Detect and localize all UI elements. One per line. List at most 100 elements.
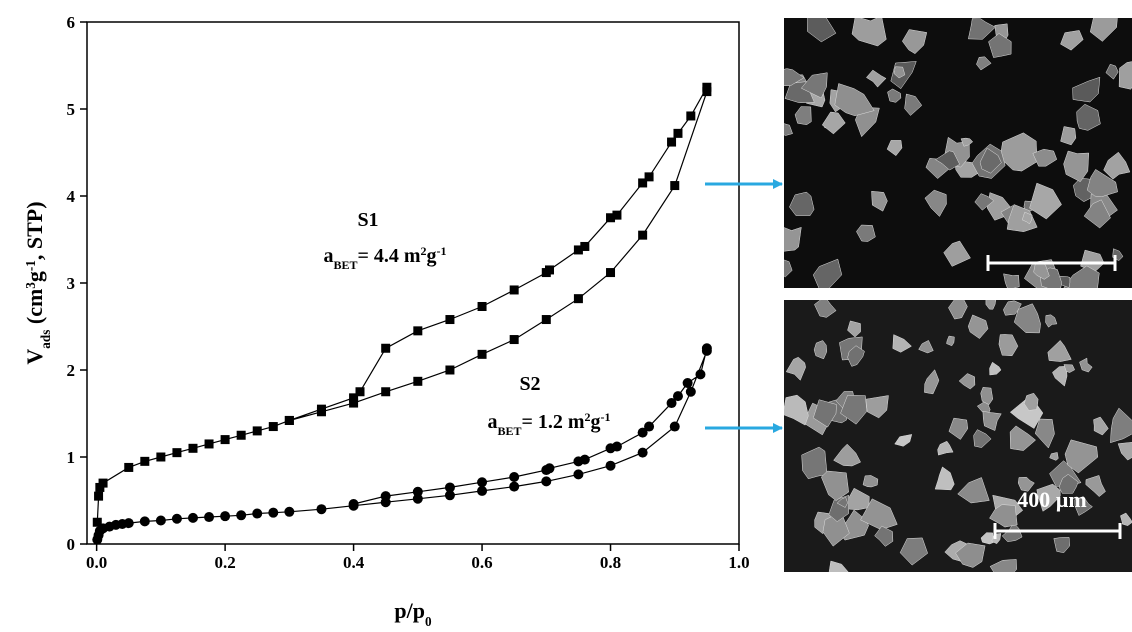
sem-particle <box>874 525 894 547</box>
sem-particle <box>989 559 1017 572</box>
sem-particle <box>821 470 849 501</box>
sem-particle <box>1017 476 1035 492</box>
marker <box>644 172 654 182</box>
sem-particle <box>847 320 861 338</box>
y-tick-label: 2 <box>67 361 76 380</box>
marker <box>638 230 648 240</box>
sem-particle <box>1058 473 1079 494</box>
marker <box>682 378 693 389</box>
sem-particle <box>836 497 848 508</box>
label-part: (cm <box>22 289 47 330</box>
marker <box>140 456 150 466</box>
sem-particle <box>1006 204 1038 232</box>
y-axis-title: Vads (cm3g-1, STP) <box>22 201 53 364</box>
marker <box>669 421 680 432</box>
sem-particle <box>1117 442 1132 461</box>
label-part: BET <box>497 424 521 438</box>
sem-particle <box>1105 63 1119 80</box>
sem-particle <box>871 190 888 212</box>
marker <box>541 476 552 487</box>
marker <box>509 472 520 483</box>
sem-particle <box>1089 18 1118 42</box>
y-tick-label: 3 <box>67 274 76 293</box>
marker <box>412 493 423 504</box>
surface-area-label: aBET= 4.4 m2g-1 <box>323 244 446 272</box>
marker <box>541 315 551 325</box>
sem-particle <box>980 532 994 545</box>
marker <box>673 128 683 138</box>
marker <box>644 421 655 432</box>
y-tick-label: 6 <box>67 13 76 32</box>
label-part: g <box>591 411 601 433</box>
label-part: = 4.4 m <box>357 245 420 267</box>
sem-particle <box>924 189 947 217</box>
label-part: g <box>22 271 47 282</box>
marker <box>349 398 359 408</box>
label-part: -1 <box>601 410 611 424</box>
sem-particle <box>946 335 955 347</box>
marker <box>204 512 215 523</box>
marker <box>123 518 134 529</box>
sem-particle <box>865 395 889 419</box>
sem-particle <box>1029 182 1062 220</box>
label-part: 0 <box>425 614 432 629</box>
series-name: S2 <box>519 373 540 395</box>
sem-particle <box>800 72 828 99</box>
marker <box>667 137 677 147</box>
marker <box>605 443 616 454</box>
sem-particle <box>1110 407 1132 444</box>
sem-particle <box>979 147 1002 174</box>
sem-particle <box>784 259 793 278</box>
sem-particle <box>893 66 906 79</box>
marker <box>580 241 590 251</box>
marker <box>252 426 262 436</box>
sem-particle <box>1072 76 1101 103</box>
sem-particle <box>989 504 1018 528</box>
marker <box>573 469 584 480</box>
sem-particle <box>1032 148 1058 167</box>
marker <box>355 387 365 397</box>
marker <box>606 213 616 223</box>
sem-particle <box>1003 273 1020 288</box>
marker <box>92 517 102 527</box>
label-part: BET <box>333 258 357 272</box>
sem-particle <box>1053 537 1070 553</box>
sem-particle <box>813 340 828 360</box>
sem-particle <box>1085 475 1106 497</box>
label-part: g <box>427 245 437 267</box>
sem-particle <box>784 226 802 252</box>
sem-image-s2 <box>784 300 1132 572</box>
marker <box>204 439 214 449</box>
label-part: ads <box>38 330 53 349</box>
marker <box>477 477 488 488</box>
marker <box>412 486 423 497</box>
marker <box>702 82 712 92</box>
sem-particle <box>828 560 849 572</box>
sem-particle <box>1036 483 1061 512</box>
marker <box>573 245 583 255</box>
y-tick-label: 5 <box>67 100 76 119</box>
y-tick-label: 1 <box>67 448 76 467</box>
sem-particle <box>784 68 805 86</box>
sem-particle <box>784 123 793 136</box>
marker <box>509 335 519 345</box>
marker <box>316 504 327 515</box>
sem-particle <box>973 429 992 448</box>
sem-particle <box>976 56 992 71</box>
sem-particle <box>957 477 990 504</box>
series-name: S1 <box>357 209 378 231</box>
sem-particle <box>840 394 868 425</box>
marker <box>316 404 326 414</box>
sem-particle <box>967 18 996 40</box>
sem-particle <box>812 258 843 288</box>
sem-particle <box>967 314 989 339</box>
marker <box>171 513 182 524</box>
sem-particle <box>833 443 861 467</box>
marker <box>666 398 677 409</box>
marker <box>509 481 520 492</box>
marker <box>612 210 622 220</box>
sem-particle <box>1093 416 1109 436</box>
label-part: a <box>487 411 497 433</box>
marker <box>672 391 683 402</box>
